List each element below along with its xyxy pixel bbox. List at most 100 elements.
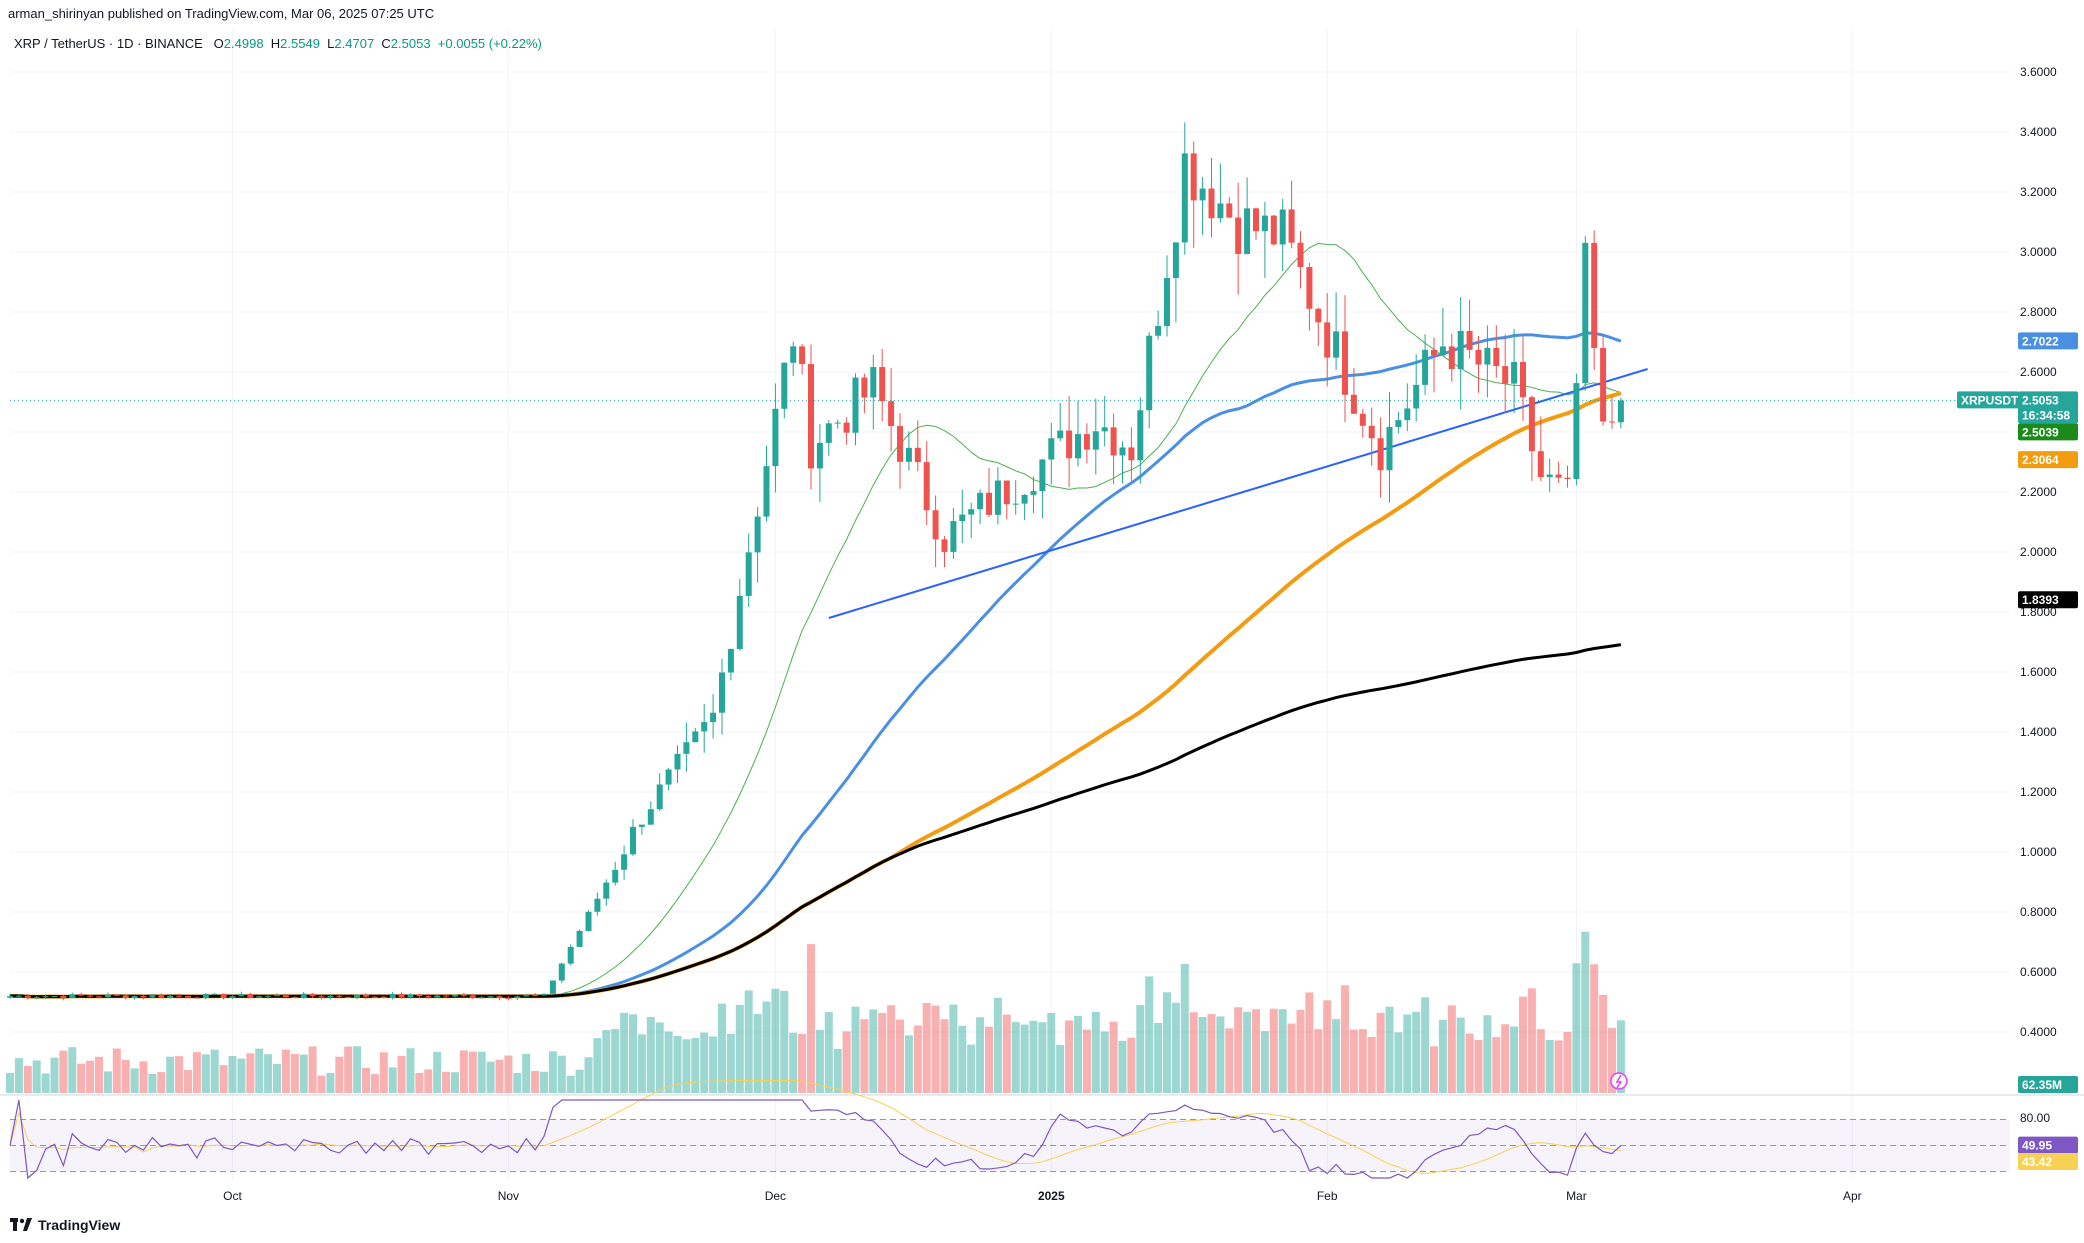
- time-axis-label: Oct: [223, 1189, 242, 1203]
- volume-bar: [1225, 1028, 1234, 1093]
- candle-body: [745, 552, 752, 596]
- volume-bar: [673, 1036, 682, 1093]
- candle-body: [1137, 410, 1144, 461]
- candle-body: [1422, 349, 1429, 385]
- candle-body: [1066, 430, 1073, 459]
- rsi-ma-tag-text: 43.42: [2022, 1155, 2052, 1169]
- volume-bar: [59, 1050, 68, 1093]
- candle-body: [710, 712, 717, 723]
- volume-bar: [1501, 1024, 1510, 1093]
- last-price-tag-text: 2.5053: [2022, 393, 2059, 407]
- last-price-tag-bg: [2018, 391, 2078, 424]
- volume-bar: [201, 1054, 210, 1093]
- volume-bar: [1136, 1005, 1145, 1093]
- volume-bar: [744, 990, 753, 1093]
- price-axis-label: 0.6000: [2020, 965, 2057, 979]
- volume-bar: [584, 1057, 593, 1093]
- volume-bar: [1456, 1017, 1465, 1093]
- candle-body: [532, 995, 539, 997]
- rsi-line: [9, 1099, 1622, 1180]
- volume-bar: [1198, 1016, 1207, 1093]
- candle-body: [888, 401, 895, 427]
- candle-body: [870, 367, 877, 398]
- volume-bar: [1216, 1016, 1225, 1093]
- volume-bar: [513, 1072, 522, 1093]
- candle-body: [790, 346, 797, 363]
- legend-symbol[interactable]: XRP / TetherUS · 1D · BINANCE: [14, 36, 203, 51]
- volume-bar: [246, 1053, 255, 1093]
- volume-bar: [807, 944, 815, 1093]
- candle-body: [309, 993, 316, 997]
- volume-bar: [1127, 1037, 1136, 1093]
- volume-bar: [290, 1054, 299, 1093]
- candle-body: [282, 995, 289, 998]
- candle-body: [434, 995, 441, 998]
- volume-bar: [1367, 1037, 1376, 1093]
- candle-body: [1546, 474, 1553, 478]
- price-axis-label: 2.6000: [2020, 365, 2057, 379]
- volume-bar: [1154, 1022, 1163, 1093]
- volume-bar: [1029, 1020, 1038, 1093]
- candle-body: [78, 994, 85, 996]
- candle-body: [247, 993, 254, 998]
- candle-body: [104, 994, 111, 998]
- volume-bar: [887, 1005, 896, 1093]
- volume-bar: [860, 1019, 869, 1093]
- candle-body: [692, 731, 699, 743]
- volume-bar: [540, 1071, 548, 1093]
- candle-body: [371, 996, 378, 998]
- candle-body: [1030, 491, 1037, 495]
- trendline: [10, 368, 2010, 619]
- candle-body: [1083, 434, 1090, 450]
- candle-body: [487, 996, 494, 998]
- volume-bar: [1118, 1040, 1127, 1093]
- candle-body: [158, 995, 165, 998]
- candle-body: [33, 997, 40, 999]
- volume-bar: [1065, 1020, 1074, 1093]
- volume-bar: [1608, 1027, 1616, 1093]
- footer-brand[interactable]: TradingView: [10, 1217, 120, 1233]
- candle-body: [69, 994, 76, 998]
- candle-body: [496, 996, 503, 998]
- candle-body: [318, 996, 325, 998]
- volume-bar: [308, 1046, 317, 1093]
- candle-body: [1190, 153, 1197, 201]
- candle-body: [647, 809, 654, 825]
- volume-bar: [1447, 1005, 1456, 1093]
- volume-bar: [824, 1012, 833, 1093]
- candle-body: [834, 422, 841, 424]
- candle-body: [469, 995, 476, 998]
- candle-body: [274, 995, 280, 997]
- ma-blue-line: [9, 331, 1622, 999]
- candle-body: [505, 997, 512, 999]
- candle-body: [1377, 438, 1384, 471]
- candle-body: [1439, 346, 1446, 356]
- candle-body: [683, 742, 690, 754]
- candle-body: [1600, 347, 1607, 422]
- candle-body: [1075, 434, 1081, 459]
- candle-body: [638, 824, 645, 827]
- volume-bar: [264, 1054, 273, 1093]
- volume-bar: [780, 990, 789, 1093]
- volume-bar: [593, 1038, 602, 1093]
- legend-high-label: H: [270, 36, 281, 51]
- candle-body: [1511, 361, 1518, 384]
- candle-body: [327, 995, 334, 998]
- candle-body: [1555, 474, 1562, 478]
- candle-body: [1404, 408, 1411, 421]
- candle-body: [612, 869, 619, 883]
- volume-bar: [406, 1048, 415, 1093]
- volume-bar: [1047, 1012, 1056, 1093]
- lightning-icon: [1610, 1072, 1628, 1090]
- volume-bar: [1536, 1029, 1545, 1093]
- candle-body: [193, 997, 200, 999]
- volume-bar: [878, 1013, 887, 1093]
- candle-body: [149, 995, 156, 998]
- volume-bar: [575, 1069, 584, 1093]
- volume-bar: [655, 1022, 664, 1093]
- candle-body: [1591, 242, 1598, 348]
- volume-bar: [273, 1063, 281, 1093]
- candle-body: [452, 994, 458, 997]
- volume-bar: [1527, 988, 1536, 1093]
